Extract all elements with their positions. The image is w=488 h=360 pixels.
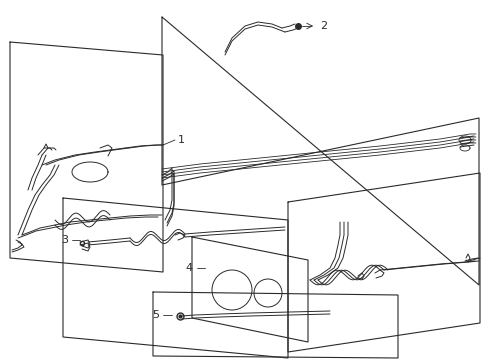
- Text: 3: 3: [61, 235, 68, 245]
- Text: 4: 4: [185, 263, 193, 273]
- Text: 5: 5: [152, 310, 159, 320]
- Text: 2: 2: [319, 21, 326, 31]
- Text: 1: 1: [178, 135, 184, 145]
